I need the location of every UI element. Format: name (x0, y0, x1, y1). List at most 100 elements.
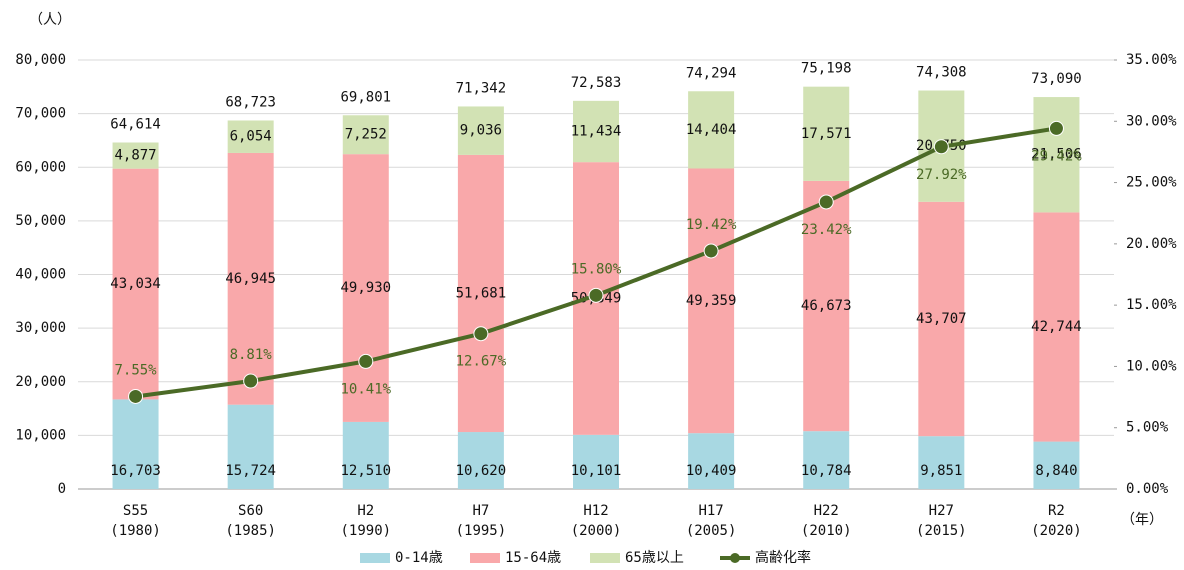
bar-segment (573, 434, 619, 489)
x-tick-line: H27 (929, 503, 954, 519)
line-value-label: 15.80% (571, 261, 622, 277)
line-point (588, 287, 604, 303)
x-tick-label: H22 (2010) (801, 503, 852, 539)
y-tick-label: 10,000 (15, 427, 66, 443)
bar-segment (1033, 212, 1080, 442)
total-label: 74,294 (686, 65, 737, 81)
legend-swatch (360, 553, 390, 563)
line-value-label: 29.42% (1031, 148, 1082, 164)
bar-value-label: 12,510 (340, 463, 391, 479)
total-label: 73,090 (1031, 71, 1082, 87)
line-value-label: 10.41% (340, 381, 391, 397)
bar-value-label: 43,034 (110, 276, 161, 292)
total-label: 72,583 (571, 75, 622, 91)
line-point (1048, 120, 1064, 136)
bar-value-label: 14,404 (686, 122, 737, 138)
x-tick-line: H7 (472, 503, 489, 519)
x-tick-line: H2 (357, 503, 374, 519)
bar-value-label: 10,101 (571, 463, 622, 479)
x-tick-line: (1985) (225, 523, 276, 539)
bar-value-label: 8,840 (1035, 463, 1077, 479)
bar-segment (688, 433, 735, 489)
x-tick-label: S60 (1985) (225, 503, 276, 539)
bar-value-label: 17,571 (801, 126, 852, 142)
line-value-label: 7.55% (114, 362, 157, 378)
bar-value-label: 43,707 (916, 311, 967, 327)
y2-tick-label: 30.00% (1126, 113, 1177, 129)
bar-value-label: 16,703 (110, 463, 161, 479)
x-tick-label: H2 (1990) (340, 503, 391, 539)
bar-value-label: 11,434 (571, 123, 622, 139)
bar-segment (1033, 97, 1080, 213)
line-point (933, 139, 949, 155)
total-label: 71,342 (456, 80, 507, 96)
bar-value-label: 46,945 (225, 271, 276, 287)
legend-label: 15-64歳 (505, 550, 561, 566)
bar-segment (112, 399, 159, 489)
bar-value-label: 10,784 (801, 463, 852, 479)
bar-value-label: 49,930 (340, 280, 391, 296)
bar-segment (457, 432, 504, 489)
x-tick-line: (2005) (686, 523, 737, 539)
line-value-label: 23.42% (801, 222, 852, 238)
line-point (243, 373, 259, 389)
y-tick-label: 70,000 (15, 106, 66, 122)
line-point (473, 326, 489, 342)
legend-label: 高齢化率 (755, 549, 811, 566)
x-tick-line: (1990) (340, 523, 391, 539)
bar-segment (112, 168, 159, 400)
line-point (128, 388, 144, 404)
x-tick-line: (1980) (110, 523, 161, 539)
y-tick-label: 40,000 (15, 267, 66, 283)
line-point (818, 194, 834, 210)
x-tick-line: (1995) (456, 523, 507, 539)
bar-value-label: 49,359 (686, 293, 737, 309)
y-tick-label: 80,000 (15, 52, 66, 68)
total-label: 75,198 (801, 61, 852, 77)
y-tick-label: 60,000 (15, 159, 66, 175)
bar-segment (803, 180, 850, 432)
line-value-label: 12.67% (456, 354, 507, 370)
total-label: 69,801 (340, 89, 391, 105)
total-label: 74,308 (916, 65, 967, 81)
x-tick-label: H27 (2015) (916, 503, 967, 539)
bar-value-label: 46,673 (801, 298, 852, 314)
legend-swatch (590, 553, 620, 563)
y2-tick-label: 0.00% (1126, 481, 1169, 497)
y-tick-label: 0 (58, 481, 66, 497)
y2-tick-label: 35.00% (1126, 52, 1177, 68)
line-value-label: 19.42% (686, 217, 737, 233)
bar-segment (342, 154, 389, 422)
bar-value-label: 42,744 (1031, 319, 1082, 335)
line-value-label: 8.81% (230, 347, 273, 363)
line-point (358, 353, 374, 369)
bar-value-label: 4,877 (114, 148, 156, 164)
x-tick-label: R2 (2020) (1031, 503, 1082, 539)
bar-segment (112, 142, 159, 169)
bar-value-label: 15,724 (225, 463, 276, 479)
x-tick-line: (2020) (1031, 523, 1082, 539)
bar-value-label: 21,506 (1031, 147, 1082, 163)
legend-swatch-point (730, 553, 740, 563)
y-tick-label: 50,000 (15, 213, 66, 229)
bar-segment (342, 421, 389, 489)
bar-segment (227, 152, 274, 405)
x-tick-line: H22 (814, 503, 839, 519)
legend-label: 65歳以上 (625, 550, 684, 566)
y2-tick-label: 20.00% (1126, 236, 1177, 252)
bar-value-label: 10,409 (686, 463, 737, 479)
legend-label: 0-14歳 (395, 550, 443, 566)
bar-segment (688, 91, 735, 169)
bar-value-label: 9,036 (460, 123, 502, 139)
x-tick-line: S55 (123, 503, 148, 519)
line-value-label: 27.92% (916, 167, 967, 183)
x-tick-line: H17 (698, 503, 723, 519)
x-tick-label: H7 (1995) (456, 503, 507, 539)
x-tick-label: S55 (1980) (110, 503, 161, 539)
y2-tick-label: 15.00% (1126, 297, 1177, 313)
bar-segment (342, 115, 389, 155)
y2-tick-label: 10.00% (1126, 358, 1177, 374)
total-label: 68,723 (225, 94, 276, 110)
bar-segment (573, 100, 619, 163)
